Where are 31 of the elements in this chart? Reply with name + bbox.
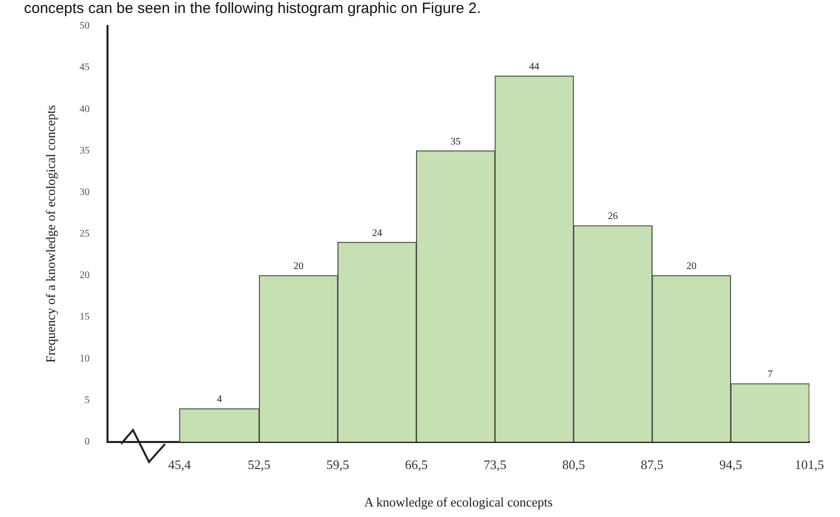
y-tick-label: 50 <box>80 20 90 32</box>
data-label: 7 <box>768 369 773 380</box>
data-label: 26 <box>608 211 618 222</box>
y-tick-label: 40 <box>80 104 90 115</box>
x-tick-label: 94,5 <box>719 457 742 472</box>
y-tick-label: 15 <box>80 312 90 323</box>
y-tick-label: 45 <box>80 62 90 74</box>
y-tick-label: 5 <box>84 394 90 406</box>
data-label: 4 <box>216 394 222 406</box>
x-axis-title: A knowledge of ecological concepts <box>364 494 553 510</box>
y-tick-label: 0 <box>84 436 90 448</box>
data-label: 24 <box>372 228 382 239</box>
x-tick-label: 101,5 <box>794 457 824 472</box>
x-tick-label: 45,4 <box>168 457 192 472</box>
x-tick-label: 73,5 <box>484 457 506 472</box>
x-tick-label: 59,5 <box>326 457 350 472</box>
y-tick-label: 35 <box>80 145 90 156</box>
data-label: 20 <box>293 261 304 272</box>
text: concepts can be seen in the following histogram graphic on Figure 2. <box>24 0 481 17</box>
y-tick-label: 25 <box>80 228 90 240</box>
data-label: 35 <box>450 136 461 148</box>
x-tick-label: 52,5 <box>248 457 271 472</box>
y-tick-label: 10 <box>80 353 90 364</box>
y-tick-label: 20 <box>80 270 90 282</box>
data-label: 20 <box>686 261 696 272</box>
x-tick-label: 80,5 <box>562 457 585 472</box>
y-tick-label: 30 <box>80 186 90 198</box>
x-tick-label: 66,5 <box>405 457 428 472</box>
y-axis-title: Frequency of a knowledge of ecological concepts <box>43 105 58 363</box>
data-label: 44 <box>529 62 540 73</box>
x-tick-label: 87,5 <box>640 457 664 472</box>
